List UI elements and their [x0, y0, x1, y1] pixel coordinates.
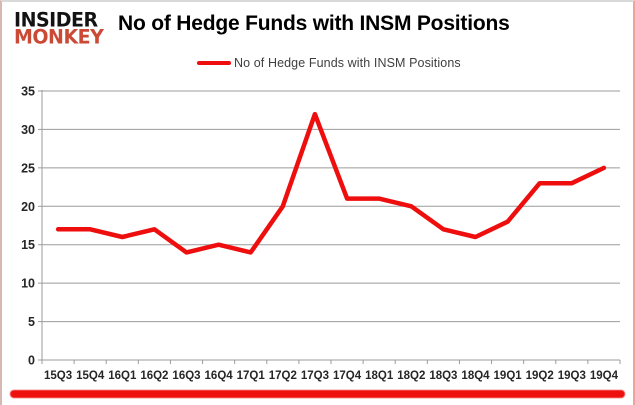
- x-tick-label: 19Q3: [558, 370, 586, 382]
- x-tick-label: 19Q4: [590, 370, 619, 382]
- logo-text-monkey: MONKEY: [14, 25, 104, 49]
- x-tick-label: 16Q1: [108, 370, 137, 382]
- x-tick-label: 18Q1: [365, 370, 394, 382]
- x-tick-label: 17Q1: [237, 370, 266, 382]
- y-tick-label: 25: [21, 161, 35, 175]
- legend: No of Hedge Funds with INSM Positions: [197, 56, 461, 70]
- bottom-red-bar: [10, 390, 625, 398]
- x-axis-labels: 15Q3 15Q4 16Q1 16Q2 16Q3 16Q4 17Q1 17Q2 17Q3 17Q4…: [44, 370, 619, 382]
- y-tick-label: 35: [21, 85, 35, 99]
- legend-label: No of Hedge Funds with INSM Positions: [234, 56, 461, 70]
- x-tick-label: 16Q4: [205, 370, 234, 382]
- x-tick-label: 18Q3: [429, 370, 457, 382]
- insider-monkey-logo: INSIDER MONKEY: [14, 8, 104, 49]
- series-line: [55, 111, 607, 255]
- y-tick-label: 10: [21, 277, 35, 291]
- gridlines: [42, 90, 620, 323]
- y-axis-labels: 0 5 10 15 20 25 30 35: [21, 85, 35, 368]
- chart-title: No of Hedge Funds with INSM Positions: [118, 12, 510, 35]
- axes: [38, 90, 621, 364]
- x-tick-label: 19Q1: [494, 370, 523, 382]
- x-tick-label: 17Q4: [333, 370, 362, 382]
- y-tick-label: 30: [21, 123, 35, 137]
- x-tick-label: 17Q3: [301, 370, 329, 382]
- legend-line-swatch: [197, 60, 231, 66]
- y-tick-label: 20: [21, 200, 35, 214]
- x-tick-label: 18Q4: [461, 370, 490, 382]
- x-tick-label: 16Q2: [140, 370, 168, 382]
- y-tick-label: 5: [28, 315, 35, 329]
- x-tick-label: 17Q2: [269, 370, 297, 382]
- logo-text-insider: INSIDER: [14, 8, 98, 32]
- x-tick-label: 19Q2: [526, 370, 554, 382]
- y-tick-label: 15: [21, 238, 35, 252]
- x-tick-label: 18Q2: [397, 370, 425, 382]
- x-tick-label: 15Q3: [44, 370, 72, 382]
- y-tick-label: 0: [28, 354, 35, 368]
- x-tick-label: 16Q3: [172, 370, 200, 382]
- x-tick-label: 15Q4: [76, 370, 105, 382]
